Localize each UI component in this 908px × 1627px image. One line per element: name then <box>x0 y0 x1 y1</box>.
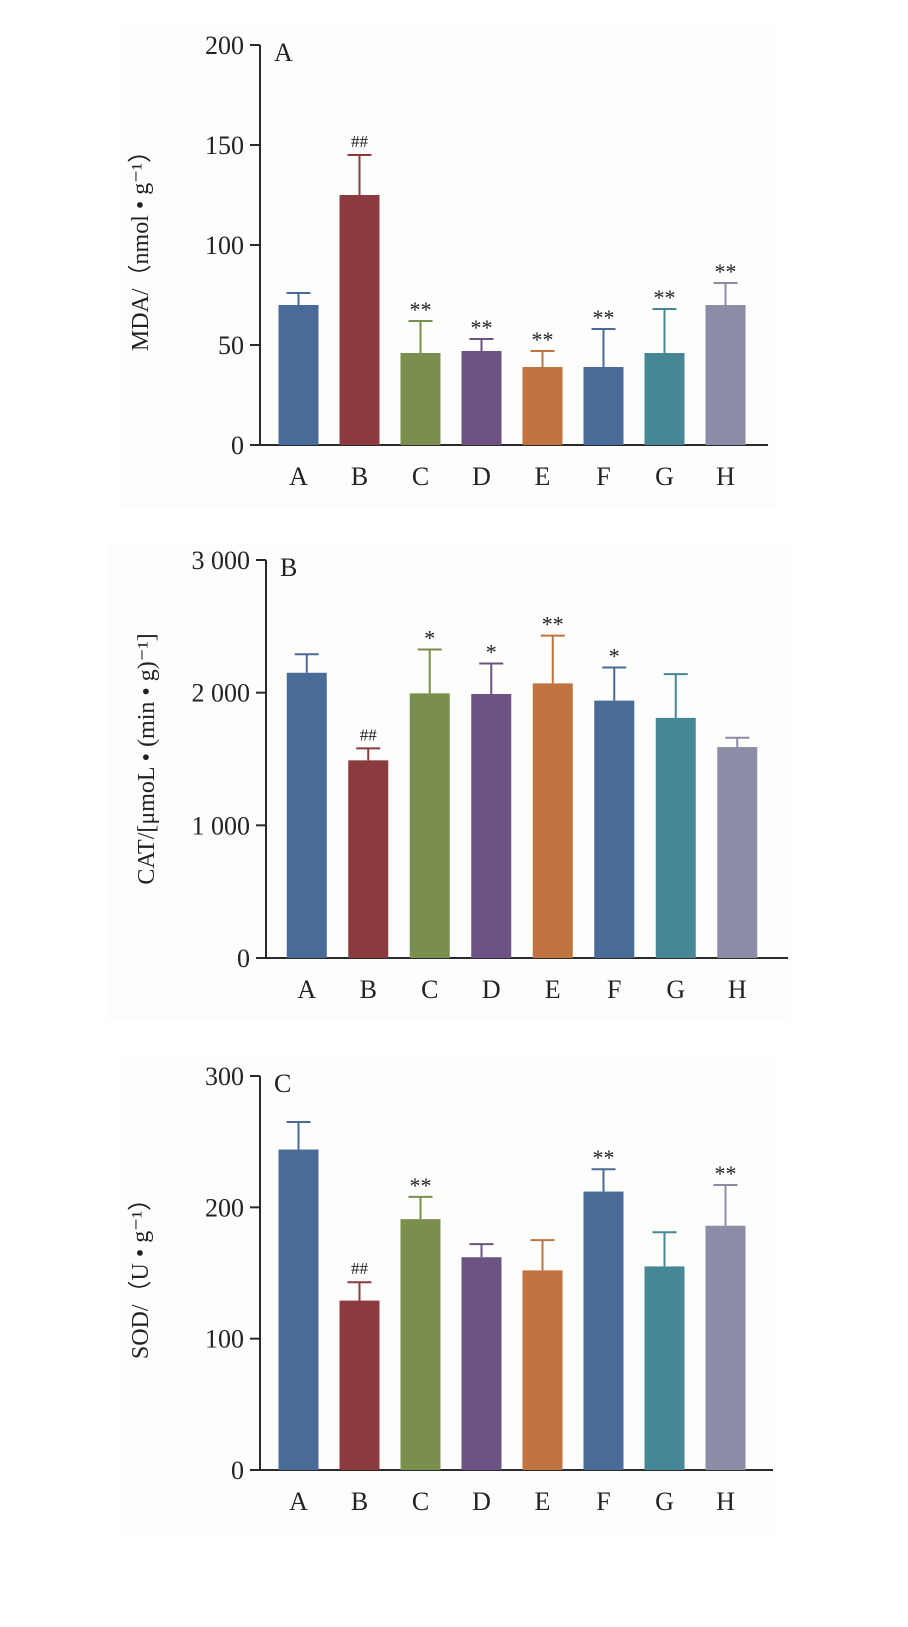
bar-D <box>461 1257 502 1470</box>
significance-C: ** <box>410 1173 432 1198</box>
bar-G <box>644 353 685 445</box>
bar-F <box>583 367 624 445</box>
panel-label: B <box>280 553 297 582</box>
x-tick-label-H: H <box>716 462 735 491</box>
significance-H: ** <box>715 1161 737 1186</box>
significance-D: ** <box>471 315 493 340</box>
y-tick-label: 200 <box>205 1193 244 1222</box>
bar-H <box>705 1225 746 1470</box>
bar-E <box>522 367 563 445</box>
x-tick-label-B: B <box>351 462 368 491</box>
bar-A <box>286 672 327 958</box>
y-tick-label: 0 <box>231 1456 244 1485</box>
bar-F <box>594 700 635 958</box>
x-tick-label-F: F <box>607 975 621 1004</box>
significance-C: * <box>424 626 435 651</box>
bar-B <box>348 760 389 958</box>
significance-D: * <box>486 639 497 664</box>
y-axis-title: SOD/（U • g⁻¹） <box>128 1187 154 1359</box>
panel-mda: 0 50 100 150 200 A MDA/（nmol • g⁻¹） A ## B ** C ** D *… <box>118 22 778 507</box>
bar-C <box>400 353 441 445</box>
x-tick-label-B: B <box>360 975 377 1004</box>
x-tick-label-H: H <box>728 975 747 1004</box>
x-tick-label-C: C <box>421 975 438 1004</box>
significance-B: ## <box>351 1259 369 1278</box>
y-tick-label: 1 000 <box>192 811 251 840</box>
x-tick-label-B: B <box>351 1487 368 1516</box>
bar-F <box>583 1191 624 1470</box>
x-tick-label-D: D <box>472 462 491 491</box>
significance-E: ** <box>532 327 554 352</box>
bar-E <box>532 683 573 958</box>
mda-bar-chart: 0 50 100 150 200 A MDA/（nmol • g⁻¹） A ## B ** C ** D *… <box>128 31 768 491</box>
x-tick-label-G: G <box>655 1487 674 1516</box>
y-tick-label: 0 <box>237 944 250 973</box>
y-axis-title: MDA/（nmol • g⁻¹） <box>128 139 154 351</box>
bar-H <box>705 305 746 445</box>
y-tick-label: 300 <box>205 1062 244 1091</box>
bar-C <box>409 693 450 958</box>
bar-A <box>278 305 319 445</box>
significance-F: * <box>609 643 620 668</box>
y-tick-label: 100 <box>205 231 244 260</box>
x-tick-label-A: A <box>289 462 308 491</box>
panel-cat: 0 1 000 2 000 3 000 B CAT/[μmoL • (min • g)⁻¹… <box>108 543 790 1021</box>
x-tick-label-A: A <box>289 1487 308 1516</box>
y-tick-label: 0 <box>231 431 244 460</box>
x-tick-label-G: G <box>666 975 685 1004</box>
significance-E: ** <box>542 612 564 637</box>
bar-E <box>522 1270 563 1470</box>
x-tick-label-A: A <box>297 975 316 1004</box>
bar-D <box>461 351 502 445</box>
y-tick-label: 200 <box>205 31 244 60</box>
panel-label: C <box>274 1069 291 1098</box>
bar-C <box>400 1219 441 1470</box>
cat-bar-chart: 0 1 000 2 000 3 000 B CAT/[μmoL • (min • g)⁻¹… <box>134 546 788 1004</box>
panel-label: A <box>274 38 293 67</box>
y-tick-label: 2 000 <box>192 679 251 708</box>
x-tick-label-G: G <box>655 462 674 491</box>
y-tick-label: 3 000 <box>192 546 251 575</box>
x-tick-label-F: F <box>596 462 610 491</box>
panel-sod: 0 100 200 300 C SOD/（U • g⁻¹） A ## B ** C D E ** F G ** H <box>118 1057 778 1537</box>
significance-G: ** <box>654 285 676 310</box>
x-tick-label-C: C <box>412 1487 429 1516</box>
significance-F: ** <box>593 305 615 330</box>
bar-B <box>339 195 380 445</box>
x-tick-label-D: D <box>472 1487 491 1516</box>
bar-D <box>471 693 512 958</box>
sod-bar-chart: 0 100 200 300 C SOD/（U • g⁻¹） A ## B ** C D E ** F G ** H <box>128 1062 773 1516</box>
significance-B: ## <box>351 132 369 151</box>
bar-G <box>644 1266 685 1470</box>
significance-C: ** <box>410 297 432 322</box>
y-tick-label: 100 <box>205 1325 244 1354</box>
x-tick-label-E: E <box>535 1487 551 1516</box>
x-tick-label-E: E <box>545 975 561 1004</box>
x-tick-label-E: E <box>535 462 551 491</box>
x-tick-label-H: H <box>716 1487 735 1516</box>
significance-B: ## <box>360 725 378 744</box>
x-tick-label-C: C <box>412 462 429 491</box>
y-tick-label: 50 <box>218 331 244 360</box>
y-tick-label: 150 <box>205 131 244 160</box>
bar-B <box>339 1300 380 1470</box>
y-axis-title: CAT/[μmoL • (min • g)⁻¹] <box>134 633 160 884</box>
significance-F: ** <box>593 1145 615 1170</box>
x-tick-label-F: F <box>596 1487 610 1516</box>
x-tick-label-D: D <box>482 975 501 1004</box>
bar-A <box>278 1149 319 1470</box>
significance-H: ** <box>715 259 737 284</box>
bar-H <box>717 747 758 958</box>
bar-G <box>655 717 696 958</box>
